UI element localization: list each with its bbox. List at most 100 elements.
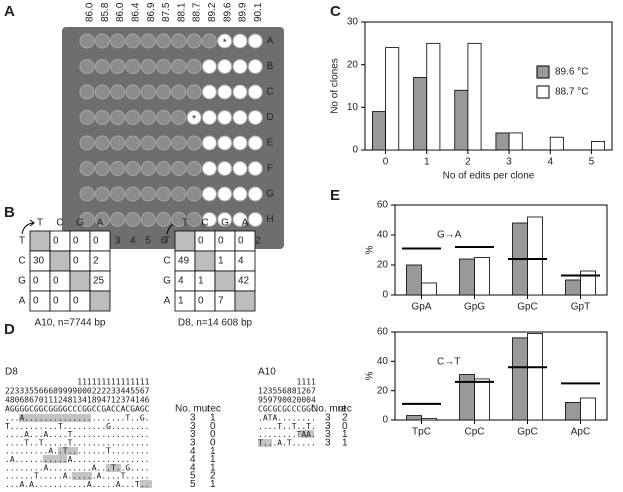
column-base: T: [37, 218, 43, 229]
mut-count: 5: [190, 479, 196, 490]
annotation: C→T: [437, 357, 460, 368]
well: [110, 161, 126, 176]
bar: [591, 141, 605, 151]
rec-count: 1: [210, 479, 216, 490]
mut-count: 3: [190, 413, 196, 424]
well: [232, 59, 248, 74]
rec-count: 1: [210, 446, 216, 457]
cell-value: 1: [178, 296, 184, 307]
well: [156, 186, 171, 202]
cell-value: 42: [238, 276, 250, 287]
sequence: ........TAA.: [258, 430, 316, 439]
bar: [459, 258, 475, 296]
marker: *: [223, 38, 227, 49]
x-tick-label: 4: [547, 157, 553, 168]
well: [171, 84, 187, 100]
bar: [454, 89, 469, 151]
well: [247, 110, 263, 125]
column-base: G: [76, 218, 84, 229]
mut-count: 3: [325, 421, 331, 432]
cell-value: 0: [218, 236, 224, 247]
well: [110, 84, 126, 100]
alignment-header: 959790020004: [258, 396, 316, 405]
column-label: 12: [250, 236, 262, 247]
mut-count: 3: [190, 421, 196, 432]
well: [186, 161, 202, 176]
column-base: T: [182, 218, 188, 229]
alignment-header: 123556881267: [258, 387, 316, 396]
well: [217, 212, 233, 227]
well: [110, 33, 126, 49]
well: [247, 212, 263, 227]
cell-value: 7: [218, 296, 224, 307]
cell-value: 0: [73, 236, 79, 247]
row-label: C: [266, 87, 273, 98]
mut-count: 3: [190, 429, 196, 440]
well: [171, 33, 187, 49]
mut-count: 3: [190, 438, 196, 449]
cell-value: 1: [218, 256, 224, 267]
temperature-label: 89.6: [222, 2, 233, 22]
well: [125, 33, 141, 49]
well: [186, 110, 202, 125]
temperature-label: 88.1: [176, 2, 187, 22]
bar: [372, 111, 386, 151]
panel-label: C: [330, 3, 341, 20]
well: [125, 84, 141, 100]
y-axis-label: No of clones: [330, 58, 341, 114]
column-base: C: [201, 218, 208, 229]
well: [125, 161, 141, 176]
temperature-label: 88.7: [192, 2, 203, 22]
bar: [385, 47, 400, 151]
well: [247, 84, 263, 100]
well: [110, 186, 126, 202]
x-tick-label: GpG: [464, 302, 485, 313]
well: [201, 186, 217, 202]
column-base: A: [97, 218, 104, 229]
well: [94, 212, 110, 227]
bar: [474, 257, 490, 296]
y-tick-label: 30: [347, 17, 359, 28]
well: [201, 135, 217, 151]
cell-value: 0: [93, 236, 99, 247]
bar: [565, 279, 581, 296]
temperature-label: 85.8: [100, 2, 111, 22]
well: [232, 33, 248, 49]
rec-count: 2: [210, 471, 216, 482]
well: [79, 59, 95, 74]
well: [110, 59, 126, 74]
well: [110, 135, 126, 151]
column-base: A: [242, 218, 249, 229]
annotation: G→A: [437, 230, 462, 241]
rec-count: 1: [342, 429, 348, 440]
well: [156, 110, 171, 125]
row-label: B: [267, 61, 274, 72]
well: [171, 110, 187, 125]
sequence: ......T.....A......A....T.....: [5, 472, 150, 481]
cell: [49, 250, 71, 272]
column-base: C: [56, 218, 63, 229]
sequence: ....T..T.....T................: [5, 438, 150, 447]
row-base: T: [19, 236, 25, 247]
well: [140, 135, 156, 151]
cell-value: 25: [93, 276, 105, 287]
well: [232, 84, 248, 100]
well: [201, 59, 217, 74]
temperature-label: 86.9: [146, 2, 157, 22]
x-tick-label: GpA: [411, 302, 431, 313]
bar: [467, 42, 482, 151]
alignment-title: A10: [258, 367, 276, 378]
shade: [106, 464, 121, 472]
cell-value: 2: [93, 256, 99, 267]
bar: [527, 333, 543, 421]
rec-count: 2: [342, 413, 348, 424]
cell-value: 0: [198, 236, 204, 247]
well: [140, 212, 156, 227]
bar: [527, 216, 543, 296]
shade: [300, 430, 314, 438]
cell-value: 0: [73, 256, 79, 267]
well: [79, 110, 95, 125]
temperature-label: 86.0: [85, 2, 96, 22]
temperature-label: 87.5: [161, 2, 172, 22]
